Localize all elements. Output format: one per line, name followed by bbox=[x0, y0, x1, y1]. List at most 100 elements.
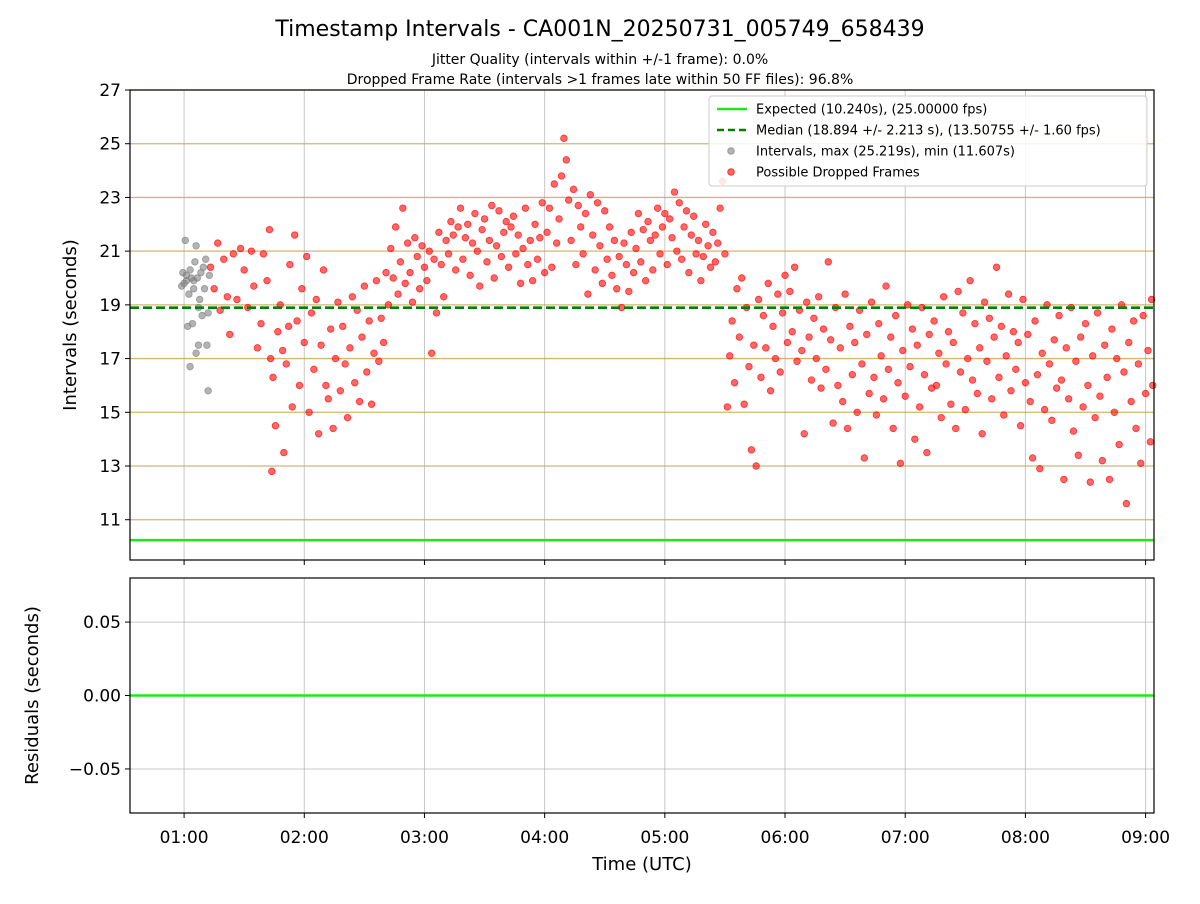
interval-point bbox=[204, 387, 212, 395]
dropped-frame-point bbox=[372, 276, 381, 285]
dropped-frame-point bbox=[343, 413, 352, 422]
dropped-frame-point bbox=[524, 260, 532, 269]
x-tick-label: 03:00 bbox=[400, 828, 449, 848]
dropped-frame-point bbox=[951, 424, 960, 433]
dropped-frame-point bbox=[846, 322, 854, 331]
dropped-frame-point bbox=[598, 279, 607, 288]
dropped-frame-point bbox=[757, 373, 765, 382]
dropped-frame-point bbox=[819, 325, 828, 333]
dropped-frame-point bbox=[274, 328, 282, 336]
dropped-frame-point bbox=[891, 311, 900, 320]
dropped-frame-point bbox=[774, 290, 782, 298]
dropped-frame-point bbox=[593, 199, 602, 207]
dropped-frame-point bbox=[824, 258, 832, 266]
intervals-y-tick-label: 15 bbox=[99, 403, 121, 423]
dropped-frame-point bbox=[420, 263, 429, 271]
dropped-frame-point bbox=[605, 223, 614, 231]
dropped-frame-point bbox=[298, 285, 306, 293]
dropped-frame-point bbox=[848, 370, 857, 379]
dropped-frame-point bbox=[776, 368, 784, 376]
dropped-frame-point bbox=[408, 298, 417, 306]
dropped-frame-point bbox=[411, 234, 419, 242]
dropped-frame-point bbox=[1014, 338, 1022, 347]
dropped-frame-point bbox=[692, 250, 700, 258]
dropped-frame-point bbox=[1089, 352, 1097, 360]
dropped-frame-point bbox=[1113, 354, 1121, 363]
dropped-frame-point bbox=[798, 346, 806, 355]
dropped-frame-point bbox=[233, 295, 241, 304]
dropped-frame-point bbox=[949, 338, 957, 347]
dropped-frame-point bbox=[858, 360, 866, 368]
dropped-frame-point bbox=[939, 293, 948, 301]
dropped-frame-point bbox=[389, 274, 397, 282]
dropped-frame-point bbox=[1093, 309, 1102, 317]
dropped-frame-point bbox=[257, 319, 265, 328]
dropped-frame-point bbox=[1064, 395, 1073, 403]
dropped-frame-point bbox=[810, 314, 818, 322]
dropped-frame-point bbox=[1129, 317, 1138, 325]
dropped-frame-point bbox=[615, 252, 623, 261]
legend-label: Expected (10.240s), (25.00000 fps) bbox=[756, 103, 987, 118]
dropped-frame-point bbox=[980, 298, 989, 306]
dropped-frame-point bbox=[1144, 346, 1152, 355]
dropped-frame-point bbox=[358, 333, 366, 341]
dropped-frame-point bbox=[268, 467, 276, 476]
dropped-frame-point bbox=[706, 263, 715, 271]
dropped-frame-point bbox=[959, 309, 967, 317]
dropped-frame-point bbox=[413, 252, 421, 261]
dropped-frame-point bbox=[418, 242, 426, 250]
dropped-frame-point bbox=[229, 250, 238, 258]
dropped-frame-point bbox=[596, 242, 604, 250]
dropped-frame-point bbox=[680, 223, 688, 231]
dropped-frame-point bbox=[399, 204, 407, 212]
dropped-frame-point bbox=[1147, 295, 1156, 304]
dropped-frame-point bbox=[290, 231, 299, 239]
dropped-frame-point bbox=[944, 328, 953, 336]
dropped-frame-point bbox=[1122, 499, 1131, 508]
dropped-frame-point bbox=[687, 231, 695, 239]
dropped-frame-point bbox=[425, 247, 433, 255]
dropped-frame-point bbox=[567, 236, 575, 245]
dropped-frame-point bbox=[579, 250, 587, 258]
dropped-frame-point bbox=[528, 276, 537, 285]
dropped-frame-point bbox=[569, 185, 578, 194]
dropped-frame-point bbox=[485, 236, 494, 245]
dropped-frame-point bbox=[990, 333, 998, 341]
dropped-frame-point bbox=[947, 400, 955, 408]
dropped-frame-point bbox=[302, 252, 311, 261]
dropped-frame-point bbox=[884, 365, 893, 374]
dropped-frame-point bbox=[310, 365, 318, 374]
dropped-frame-point bbox=[771, 354, 780, 363]
intervals-y-tick-label: 25 bbox=[99, 135, 121, 155]
dropped-frame-point bbox=[995, 373, 1003, 382]
dropped-frame-point bbox=[375, 357, 383, 365]
dropped-frame-point bbox=[992, 263, 1001, 271]
interval-point bbox=[204, 309, 212, 317]
dropped-frame-point bbox=[641, 276, 650, 285]
dropped-frame-point bbox=[581, 209, 590, 218]
interval-point bbox=[185, 290, 193, 298]
dropped-frame-point bbox=[396, 258, 405, 266]
dropped-frame-point bbox=[206, 263, 215, 271]
interval-point bbox=[188, 319, 197, 328]
x-tick-label: 02:00 bbox=[280, 828, 329, 848]
dropped-frame-point bbox=[843, 424, 852, 433]
dropped-frame-point bbox=[637, 258, 645, 266]
dropped-frame-point bbox=[331, 354, 340, 363]
dropped-frame-point bbox=[634, 209, 643, 218]
x-tick-label: 06:00 bbox=[761, 828, 810, 848]
dropped-frame-point bbox=[721, 250, 729, 258]
dropped-frame-point bbox=[651, 231, 659, 239]
dropped-frame-point bbox=[1096, 392, 1104, 400]
interval-point bbox=[198, 311, 206, 320]
dropped-frame-point bbox=[1012, 365, 1020, 374]
residuals-y-tick-label: 0.05 bbox=[83, 613, 121, 633]
dropped-frame-point bbox=[360, 282, 369, 290]
dropped-frame-point bbox=[560, 134, 568, 143]
dropped-frame-point bbox=[327, 325, 335, 333]
dropped-frame-point bbox=[1076, 333, 1085, 341]
dropped-frame-point bbox=[293, 317, 301, 325]
dropped-frame-point bbox=[317, 341, 325, 349]
dropped-frame-point bbox=[1060, 475, 1068, 484]
dropped-frame-point bbox=[584, 290, 592, 298]
